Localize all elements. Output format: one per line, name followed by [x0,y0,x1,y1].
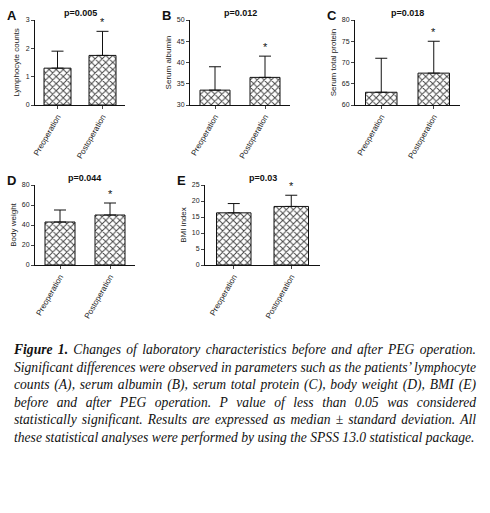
svg-text:p=0.03: p=0.03 [249,173,277,183]
svg-text:5: 5 [196,245,200,252]
svg-text:B: B [162,8,171,23]
svg-text:40: 40 [22,221,30,228]
svg-text:25: 25 [192,181,200,188]
svg-text:BMI index: BMI index [179,207,188,243]
svg-text:*: * [289,180,294,192]
svg-text:1: 1 [26,73,30,80]
svg-text:10: 10 [192,229,200,236]
svg-text:Lymphocyte counts: Lymphocyte counts [12,28,21,97]
svg-text:75: 75 [342,38,350,45]
svg-text:Postoperation: Postoperation [406,113,438,160]
svg-text:20: 20 [192,197,200,204]
svg-text:3: 3 [26,16,30,23]
svg-text:*: * [431,26,436,38]
svg-text:Preoperation: Preoperation [34,273,65,317]
svg-text:50: 50 [177,16,185,23]
svg-text:D: D [7,173,16,188]
svg-text:Preoperation: Preoperation [208,273,239,317]
svg-text:0: 0 [196,261,200,268]
svg-text:Postoperation: Postoperation [75,113,107,160]
svg-text:30: 30 [177,101,185,108]
svg-text:60: 60 [22,201,30,208]
html-text:Figure 1. Changes of laborator: Figure 1. Changes of laboratory characte… [14,342,476,445]
svg-text:45: 45 [177,38,185,45]
svg-text:80: 80 [22,181,30,188]
svg-text:80: 80 [342,16,350,23]
svg-text:A: A [7,8,17,23]
svg-text:Serum albumin: Serum albumin [164,36,173,90]
svg-text:Preoperation: Preoperation [189,113,220,157]
svg-text:p=0.012: p=0.012 [224,8,257,18]
svg-text:70: 70 [342,59,350,66]
svg-text:20: 20 [22,241,30,248]
svg-text:Preoperation: Preoperation [356,113,387,157]
svg-text:35: 35 [177,80,185,87]
svg-text:E: E [177,173,186,188]
svg-text:Postoperation: Postoperation [83,273,115,320]
svg-text:*: * [100,16,105,28]
svg-text:C: C [327,8,337,23]
svg-text:*: * [108,188,113,200]
svg-text:15: 15 [192,213,200,220]
svg-text:2: 2 [26,45,30,52]
svg-text:*: * [263,41,268,53]
svg-text:0: 0 [26,261,30,268]
svg-text:65: 65 [342,80,350,87]
svg-text:Postoperation: Postoperation [264,273,296,320]
svg-text:p=0.044: p=0.044 [68,173,101,183]
svg-text:p=0.005: p=0.005 [64,8,97,18]
svg-text:Body weight: Body weight [9,202,18,246]
svg-text:p=0.018: p=0.018 [391,8,424,18]
svg-text:Postoperation: Postoperation [238,113,270,160]
svg-text:40: 40 [177,59,185,66]
svg-text:Preoperation: Preoperation [32,113,63,157]
svg-text:Serum total protein: Serum total protein [329,29,338,97]
svg-text:60: 60 [342,101,350,108]
svg-text:0: 0 [26,101,30,108]
